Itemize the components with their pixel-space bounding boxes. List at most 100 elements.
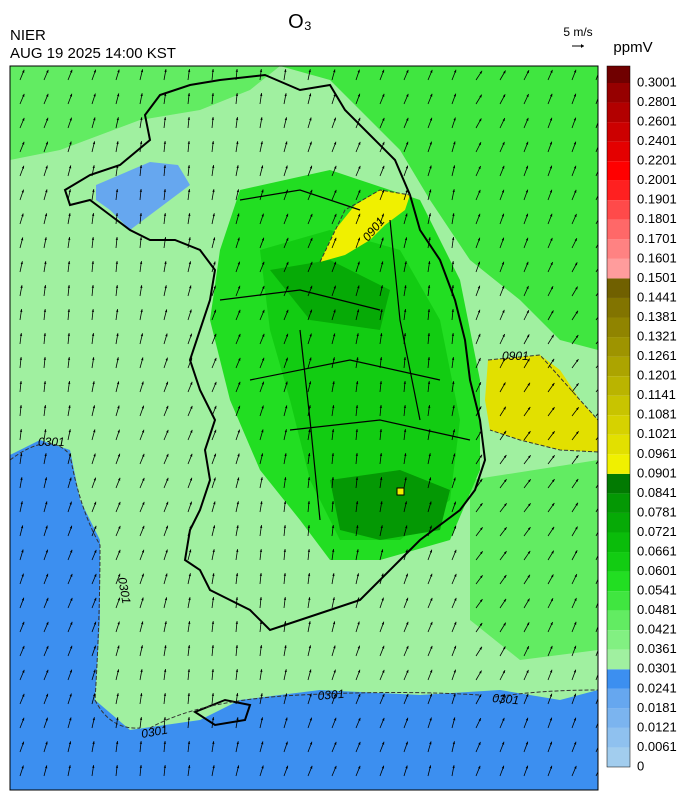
wind-arrowhead (70, 621, 73, 625)
wind-arrowhead (334, 189, 337, 193)
wind-arrowhead (429, 525, 432, 529)
wind-arrow (595, 268, 598, 273)
wind-arrowhead (285, 381, 288, 385)
colorbar-box (607, 747, 630, 767)
wind-arrowhead (20, 525, 24, 529)
wind-arrowhead (117, 645, 120, 649)
colorbar-box (607, 434, 630, 455)
wind-arrowhead (189, 333, 192, 337)
wind-arrowhead (141, 597, 144, 601)
wind-arrowhead (403, 381, 406, 384)
wind-arrowhead (380, 501, 383, 505)
wind-arrowhead (451, 285, 455, 288)
wind-arrowhead (332, 621, 336, 625)
wind-arrowhead (600, 455, 603, 458)
wind-arrowhead (285, 333, 289, 337)
colorbar-label: 0.1321 (637, 328, 677, 343)
wind-arrowhead (501, 741, 505, 745)
wind-arrowhead (284, 453, 287, 457)
wind-arrowhead (333, 693, 336, 697)
wind-arrowhead (574, 238, 577, 242)
wind-arrowhead (93, 645, 96, 649)
wind-arrowhead (429, 141, 432, 145)
wind-arrowhead (406, 693, 409, 697)
wind-arrowhead (525, 213, 528, 217)
wind-arrowhead (283, 573, 287, 576)
wind-arrowhead (283, 549, 286, 552)
wind-arrowhead (20, 309, 23, 313)
wind-arrowhead (382, 141, 385, 145)
wind-arrowhead (549, 141, 552, 145)
wind-arrowhead (382, 717, 385, 721)
wind-arrowhead (333, 117, 336, 121)
wind-arrowhead (600, 311, 603, 314)
wind-arrowhead (405, 549, 408, 553)
colorbar-label: 0.0301 (637, 661, 677, 676)
wind-arrowhead (45, 741, 48, 745)
wind-arrowhead (284, 93, 287, 97)
wind-arrowhead (452, 429, 456, 433)
wind-arrowhead (212, 765, 215, 769)
wind-arrow (595, 746, 598, 753)
wind-arrowhead (502, 309, 505, 313)
wind-arrowhead (331, 501, 335, 504)
wind-arrowhead (212, 741, 215, 745)
wind-arrowhead (452, 741, 455, 745)
wind-arrowhead (211, 621, 215, 624)
wind-arrowhead (333, 717, 337, 721)
wind-arrow (595, 316, 598, 321)
title: O₃ (288, 11, 312, 33)
wind-arrowhead (118, 501, 121, 505)
wind-arrowhead (429, 717, 432, 721)
colorbar-label: 0.0661 (637, 543, 677, 558)
wind-arrowhead (188, 621, 191, 625)
wind-arrowhead (92, 141, 96, 145)
wind-arrow (595, 601, 598, 609)
colorbar-box (607, 317, 630, 338)
wind-arrowhead (44, 213, 48, 217)
colorbar-label: 0.0061 (637, 739, 677, 754)
wind-arrowhead (379, 405, 382, 408)
wind-arrowhead (501, 261, 504, 265)
wind-arrowhead (525, 237, 529, 241)
wind-scale: 5 m/s (563, 25, 592, 39)
wind-arrowhead (44, 429, 47, 433)
wind-arrowhead (358, 693, 361, 697)
colorbar-label: 0.0421 (637, 622, 677, 637)
wind-arrowhead (308, 93, 312, 97)
wind-arrowhead (451, 333, 455, 336)
wind-arrowhead (285, 141, 288, 145)
wind-arrowhead (190, 453, 193, 457)
wind-arrowhead (46, 93, 49, 97)
wind-arrowhead (68, 405, 71, 409)
wind-arrowhead (164, 621, 167, 625)
wind-arrowhead (139, 141, 143, 144)
wind-arrowhead (526, 261, 529, 265)
wind-arrowhead (68, 381, 71, 385)
wind-arrowhead (502, 141, 505, 145)
wind-arrowhead (22, 93, 25, 97)
wind-arrowhead (164, 93, 167, 97)
wind-arrowhead (355, 429, 359, 432)
wind-arrowhead (501, 237, 504, 241)
wind-arrowhead (452, 765, 455, 769)
wind-arrowhead (429, 549, 432, 553)
wind-arrowhead (382, 117, 385, 121)
wind-arrowhead (213, 453, 216, 457)
wind-arrowhead (235, 573, 239, 576)
wind-arrowhead (404, 477, 407, 481)
wind-arrowhead (261, 261, 265, 265)
wind-arrowhead (356, 573, 360, 577)
wind-arrowhead (453, 501, 456, 505)
wind-arrowhead (261, 741, 264, 745)
wind-arrowhead (574, 765, 577, 769)
wind-arrowhead (479, 94, 482, 98)
wind-arrowhead (190, 405, 193, 409)
wind-arrowhead (92, 189, 95, 193)
wind-arrowhead (237, 453, 240, 457)
wind-arrowhead (479, 599, 483, 603)
wind-arrowhead (283, 525, 287, 528)
wind-arrowhead (284, 669, 287, 673)
